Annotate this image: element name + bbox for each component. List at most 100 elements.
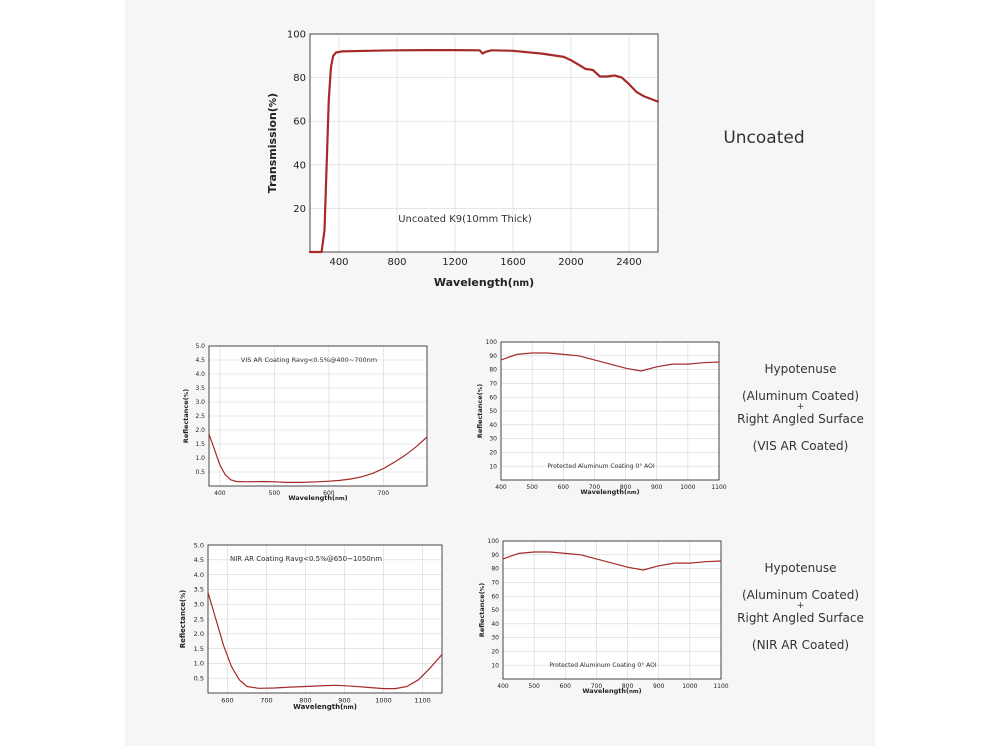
y-axis-label: Reflectance(%)	[179, 590, 187, 649]
x-tick-label: 1200	[442, 257, 467, 268]
y-tick-label: 4.5	[194, 556, 204, 564]
chart-annotation: NIR AR Coating Ravg<0.5%@650~1050nm	[230, 555, 382, 563]
y-tick-label: 60	[491, 593, 499, 600]
aluminum-reflectance-chart-nir: 400 500 600 700 800 900 1000 1100 10 20 30 40 50 60 70…	[478, 538, 729, 695]
y-tick-label: 90	[491, 552, 499, 559]
uncoated-label: Uncoated	[700, 128, 828, 148]
x-tick-label: 600	[221, 697, 233, 705]
x-tick-label: 800	[299, 697, 311, 705]
chart-annotation: Uncoated K9(10mm Thick)	[398, 214, 532, 225]
chart-annotation: VIS AR Coating Ravg<0.5%@400~700nm	[241, 356, 377, 364]
x-tick-label: 2400	[616, 257, 641, 268]
x-tick-label: 1000	[682, 683, 697, 690]
x-tick-label: 1100	[713, 683, 728, 690]
nir-label-plus: +	[796, 601, 805, 611]
y-tick-label: 20	[293, 204, 306, 215]
plot-background	[310, 34, 658, 252]
y-tick-label: 80	[491, 566, 499, 573]
x-tick-label: 900	[653, 683, 665, 690]
x-tick-label: 900	[651, 484, 663, 491]
y-tick-label: 50	[491, 607, 499, 614]
y-tick-label: 3.5	[194, 586, 204, 594]
nir-ar-reflectance-chart: 600 700 800 900 1000 1100 0.5 1.0 1.5 2.0 2.5 3.0 3.…	[179, 541, 443, 711]
y-tick-label: 100	[488, 538, 500, 545]
y-tick-label: 90	[489, 353, 497, 360]
y-tick-label: 3.0	[195, 399, 205, 406]
x-tick-label: 900	[338, 697, 350, 705]
y-tick-label: 40	[491, 621, 499, 628]
vis-label-line-4: (VIS AR Coated)	[752, 439, 849, 453]
vis-label-block: Hypotenuse (Aluminum Coated) + Right Ang…	[728, 362, 873, 453]
vis-label-line-1: Hypotenuse	[764, 362, 837, 376]
x-tick-label: 600	[560, 683, 572, 690]
plot-frame	[502, 540, 722, 680]
series-line	[308, 49, 660, 254]
x-tick-label: 400	[214, 490, 226, 497]
y-tick-label: 0.5	[195, 469, 205, 476]
y-tick-label: 100	[486, 339, 498, 346]
y-tick-label: 4.0	[195, 371, 205, 378]
vis-label-line-2: (Aluminum Coated)	[741, 389, 860, 403]
y-tick-label: 100	[287, 30, 306, 41]
y-tick-label: 5.0	[195, 343, 205, 350]
y-tick-label: 1.5	[195, 441, 205, 448]
y-tick-label: 20	[491, 649, 499, 656]
plot-frame	[208, 345, 428, 487]
x-tick-label: 600	[323, 490, 335, 497]
y-tick-label: 0.5	[194, 674, 204, 682]
series-line	[500, 352, 720, 372]
y-tick-label: 60	[489, 394, 497, 401]
nir-label-line-3: Right Angled Surface	[737, 611, 864, 625]
x-tick-label: 1000	[375, 697, 392, 705]
x-tick-label: 500	[526, 484, 538, 491]
x-tick-label: 500	[269, 490, 281, 497]
x-axis-label: Wavelength(nm)	[580, 488, 639, 496]
uncoated-transmission-chart: 400 800 1200 1600 2000 2400 20 40 60 80 100 Wavelen…	[266, 30, 660, 289]
y-tick-label: 1.5	[194, 645, 204, 653]
y-axis-label: Transmission(%)	[266, 93, 279, 193]
series-line	[207, 591, 443, 690]
x-axis-label: Wavelength(nm)	[582, 687, 641, 695]
y-tick-label: 70	[491, 580, 499, 587]
x-tick-label: 500	[528, 683, 540, 690]
y-tick-label: 30	[491, 635, 499, 642]
y-tick-label: 2.5	[194, 615, 204, 623]
y-tick-label: 40	[293, 160, 306, 171]
aluminum-reflectance-chart-vis: 400 500 600 700 800 900 1000 1100 10 20 30 40 50 60 70…	[476, 339, 727, 496]
x-axis-label: Wavelength(nm)	[293, 703, 357, 711]
y-tick-label: 1.0	[195, 455, 205, 462]
x-axis-label: Wavelength(nm)	[288, 494, 347, 502]
y-tick-label: 4.5	[195, 357, 205, 364]
y-axis-label: Reflectance(%)	[478, 583, 486, 637]
plot-frame	[309, 33, 659, 253]
x-tick-label: 400	[497, 683, 509, 690]
y-axis-label: Reflectance(%)	[182, 389, 190, 443]
x-tick-label: 1100	[711, 484, 726, 491]
x-axis-label: Wavelength(nm)	[434, 276, 534, 289]
nir-label-line-1: Hypotenuse	[764, 561, 837, 575]
y-axis-label: Reflectance(%)	[476, 384, 484, 438]
y-tick-label: 4.0	[194, 571, 204, 579]
nir-label-line-4: (NIR AR Coated)	[751, 638, 850, 652]
x-tick-label: 800	[387, 257, 406, 268]
x-tick-label: 700	[589, 484, 601, 491]
y-tick-label: 5.0	[194, 541, 204, 549]
y-tick-label: 2.0	[195, 427, 205, 434]
chart-annotation: Protected Aluminum Coating 0° AOI	[547, 463, 655, 470]
vis-ar-reflectance-chart: 400 500 600 700 0.5 1.0 1.5 2.0 2.5 3.0 3.5 4.0 4.5 5…	[182, 343, 428, 502]
nir-label-block: Hypotenuse (Aluminum Coated) + Right Ang…	[728, 561, 873, 652]
x-tick-label: 800	[622, 683, 634, 690]
uncoated-label-text: Uncoated	[723, 128, 805, 148]
vis-label-line-3: Right Angled Surface	[737, 412, 864, 426]
x-tick-label: 400	[329, 257, 348, 268]
series-line	[502, 551, 722, 571]
x-tick-label: 700	[378, 490, 390, 497]
x-tick-label: 2000	[558, 257, 583, 268]
y-tick-label: 2.5	[195, 413, 205, 420]
y-tick-label: 50	[489, 408, 497, 415]
y-tick-label: 80	[489, 367, 497, 374]
x-tick-label: 400	[495, 484, 507, 491]
nir-label-line-2: (Aluminum Coated)	[741, 588, 860, 602]
x-tick-label: 1000	[680, 484, 695, 491]
y-tick-label: 2.0	[194, 630, 204, 638]
